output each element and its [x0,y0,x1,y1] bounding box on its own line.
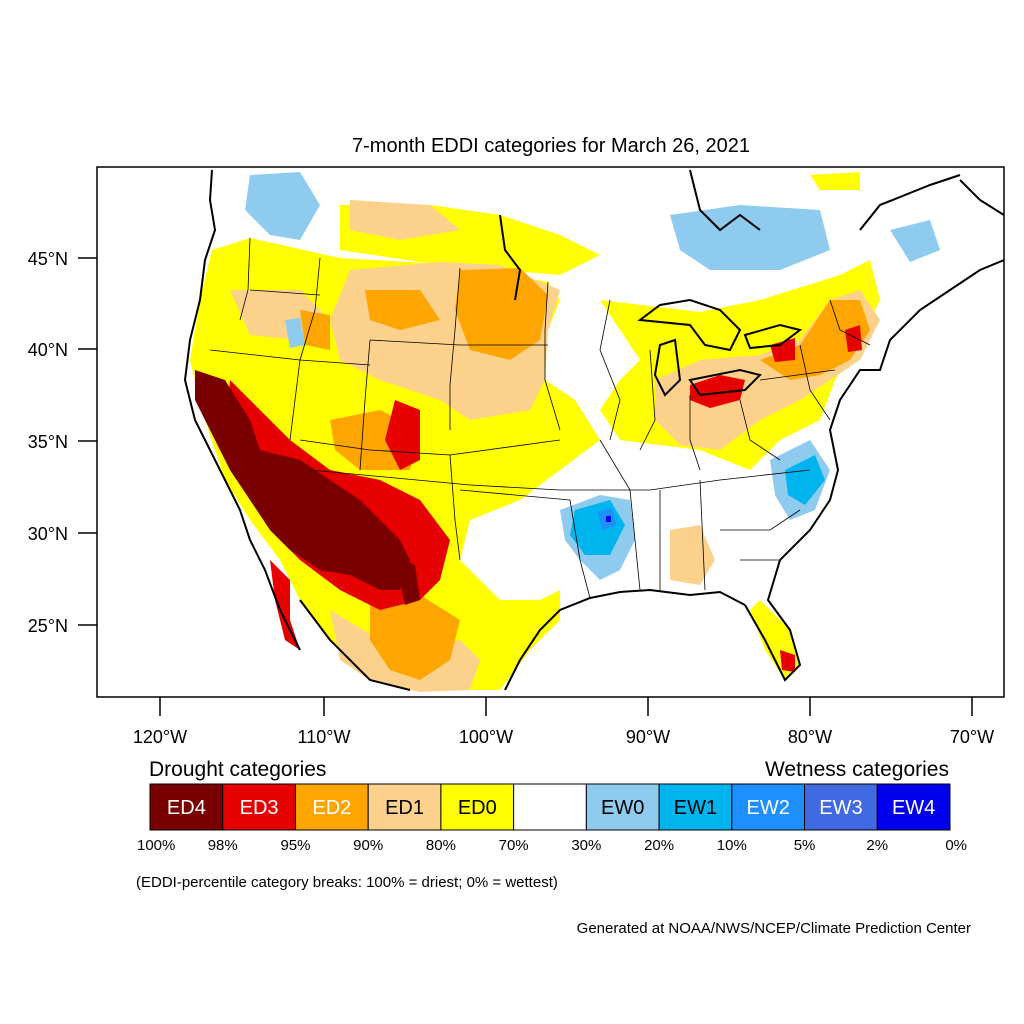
legend-break-label: 0% [945,837,967,854]
state-boundaries [209,237,871,599]
latitude-axis: 45°N 40°N 35°N 30°N 25°N [28,249,97,636]
map-frame [96,166,1005,698]
longitude-axis: 120°W 110°W 100°W 90°W 80°W 70°W [133,697,994,747]
legend-label-ed0: ED0 [458,797,497,819]
lat-label-45n: 45°N [28,249,68,269]
legend-label-ew3: EW3 [819,797,862,819]
drought-categories-heading: Drought categories [149,758,326,781]
legend-swatch-ew0 [585,783,660,831]
ew4-zones [606,516,611,522]
legend-swatch-neutral [513,783,587,831]
lon-label-110w: 110°W [298,727,351,747]
lon-label-120w: 120°W [133,727,187,747]
legend-color-bar: ED4 ED3 ED2 ED1 ED0 EW0 EW1 EW2 EW3 EW4 [149,783,951,831]
legend-label-ed3: ED3 [240,797,279,819]
legend-swatch-ed2 [294,783,369,831]
legend-break-label: 30% [571,837,601,854]
legend-break-label: 2% [866,837,888,854]
legend-break-label: 10% [717,837,747,854]
legend-break-label: 95% [280,837,310,854]
legend-swatch-ed0 [440,783,515,831]
legend-break-label: 20% [644,837,674,854]
legend-break-label: 5% [794,837,816,854]
coastlines [183,169,1004,691]
legend-label-ew2: EW2 [747,797,790,819]
legend-break-label: 70% [499,837,529,854]
legend-label-ed1: ED1 [385,797,424,819]
legend-label-ed2: ED2 [312,797,351,819]
lat-label-35n: 35°N [28,432,68,452]
lon-label-80w: 80°W [788,727,832,747]
map-area [183,169,1004,697]
lon-label-100w: 100°W [459,727,513,747]
legend-label-ed4: ED4 [167,797,206,819]
lon-label-70w: 70°W [950,727,994,747]
lat-label-25n: 25°N [28,616,68,636]
wetness-categories-heading: Wetness categories [765,758,949,781]
lon-label-90w: 90°W [626,727,670,747]
legend-break-label: 80% [426,837,456,854]
legend-swatch-ed4 [149,783,224,831]
legend-label-ew0: EW0 [601,797,644,819]
map-title: 7-month EDDI categories for March 26, 20… [352,135,750,157]
legend-break-label: 98% [208,837,238,854]
legend-label-ew4: EW4 [892,797,935,819]
legend-swatch-ew4 [876,783,951,831]
legend-swatch-ew2 [731,783,806,831]
category-breaks-note: (EDDI-percentile category breaks: 100% =… [136,874,558,891]
lat-label-40n: 40°N [28,340,68,360]
legend-swatch-ew3 [804,783,878,831]
credit-line: Generated at NOAA/NWS/NCEP/Climate Predi… [577,920,971,937]
ed4-zones [195,370,420,605]
lat-label-30n: 30°N [28,524,68,544]
legend-break-label: 100% [137,837,175,854]
legend-break-label: 90% [353,837,383,854]
legend-breaks: 100% 98% 95% 90% 80% 70% 30% 20% 10% 5% 2% 0% [137,837,967,854]
legend-label-ew1: EW1 [674,797,717,819]
